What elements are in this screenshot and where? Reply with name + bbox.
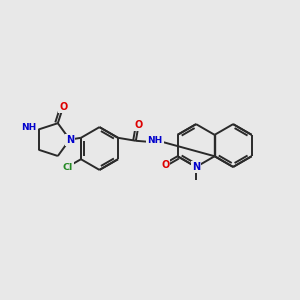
- Text: Cl: Cl: [62, 163, 73, 172]
- Text: N: N: [66, 135, 74, 145]
- Text: O: O: [59, 102, 67, 112]
- Text: NH: NH: [21, 124, 36, 133]
- Text: O: O: [161, 160, 170, 170]
- Text: N: N: [192, 162, 200, 172]
- Text: O: O: [135, 120, 143, 130]
- Text: NH: NH: [147, 136, 163, 145]
